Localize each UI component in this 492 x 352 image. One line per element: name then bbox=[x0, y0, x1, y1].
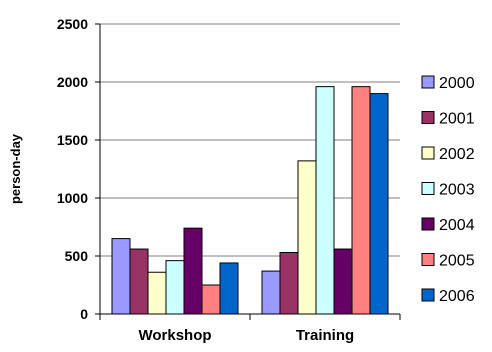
legend-label-2004: 2004 bbox=[439, 217, 475, 234]
bar-2005-training bbox=[351, 86, 371, 315]
x-category-label: Workshop bbox=[138, 327, 211, 344]
y-axis-label: person-day bbox=[8, 133, 23, 204]
y-tick-label: 500 bbox=[65, 248, 89, 264]
legend: 2000 2001 2002 2003 2004 2005 2006 bbox=[421, 75, 475, 305]
legend-swatch-2006 bbox=[421, 288, 435, 302]
bar-2005-workshop bbox=[201, 284, 221, 315]
y-tick-labels: 0 500 1000 1500 2000 2500 bbox=[57, 16, 100, 322]
bar-2001-workshop bbox=[129, 248, 149, 315]
legend-label-2005: 2005 bbox=[439, 253, 475, 270]
y-tick-label: 2000 bbox=[57, 74, 88, 90]
bars bbox=[111, 86, 389, 315]
bar-2006-workshop bbox=[219, 262, 239, 315]
legend-label-2002: 2002 bbox=[439, 146, 475, 163]
y-tick-label: 1000 bbox=[57, 190, 88, 206]
bar-2003-training bbox=[315, 86, 335, 315]
y-tick-label: 1500 bbox=[57, 132, 88, 148]
bar-2004-workshop bbox=[183, 227, 203, 315]
x-category-label: Training bbox=[296, 327, 354, 344]
bar-2002-training bbox=[297, 160, 317, 315]
legend-swatch-2004 bbox=[421, 217, 435, 231]
bar-2006-training bbox=[369, 93, 389, 315]
legend-label-2003: 2003 bbox=[439, 182, 475, 199]
bar-2002-workshop bbox=[147, 271, 167, 315]
bar-2004-training bbox=[333, 248, 353, 315]
legend-swatch-2005 bbox=[421, 253, 435, 266]
legend-swatch-2000 bbox=[421, 75, 435, 89]
legend-label-2000: 2000 bbox=[439, 75, 475, 92]
bar-2001-training bbox=[279, 252, 299, 315]
legend-label-2001: 2001 bbox=[439, 111, 475, 128]
x-category-labels: Workshop Training bbox=[99, 314, 401, 344]
y-tick-label: 2500 bbox=[57, 16, 88, 32]
y-tick-label: 0 bbox=[80, 306, 88, 322]
legend-swatch-2001 bbox=[421, 111, 435, 124]
bar-2000-training bbox=[261, 270, 281, 315]
bar-2003-workshop bbox=[165, 260, 185, 315]
legend-swatch-2002 bbox=[421, 146, 435, 160]
legend-label-2006: 2006 bbox=[439, 288, 475, 305]
legend-swatch-2003 bbox=[421, 182, 435, 195]
bar-2000-workshop bbox=[111, 238, 131, 315]
